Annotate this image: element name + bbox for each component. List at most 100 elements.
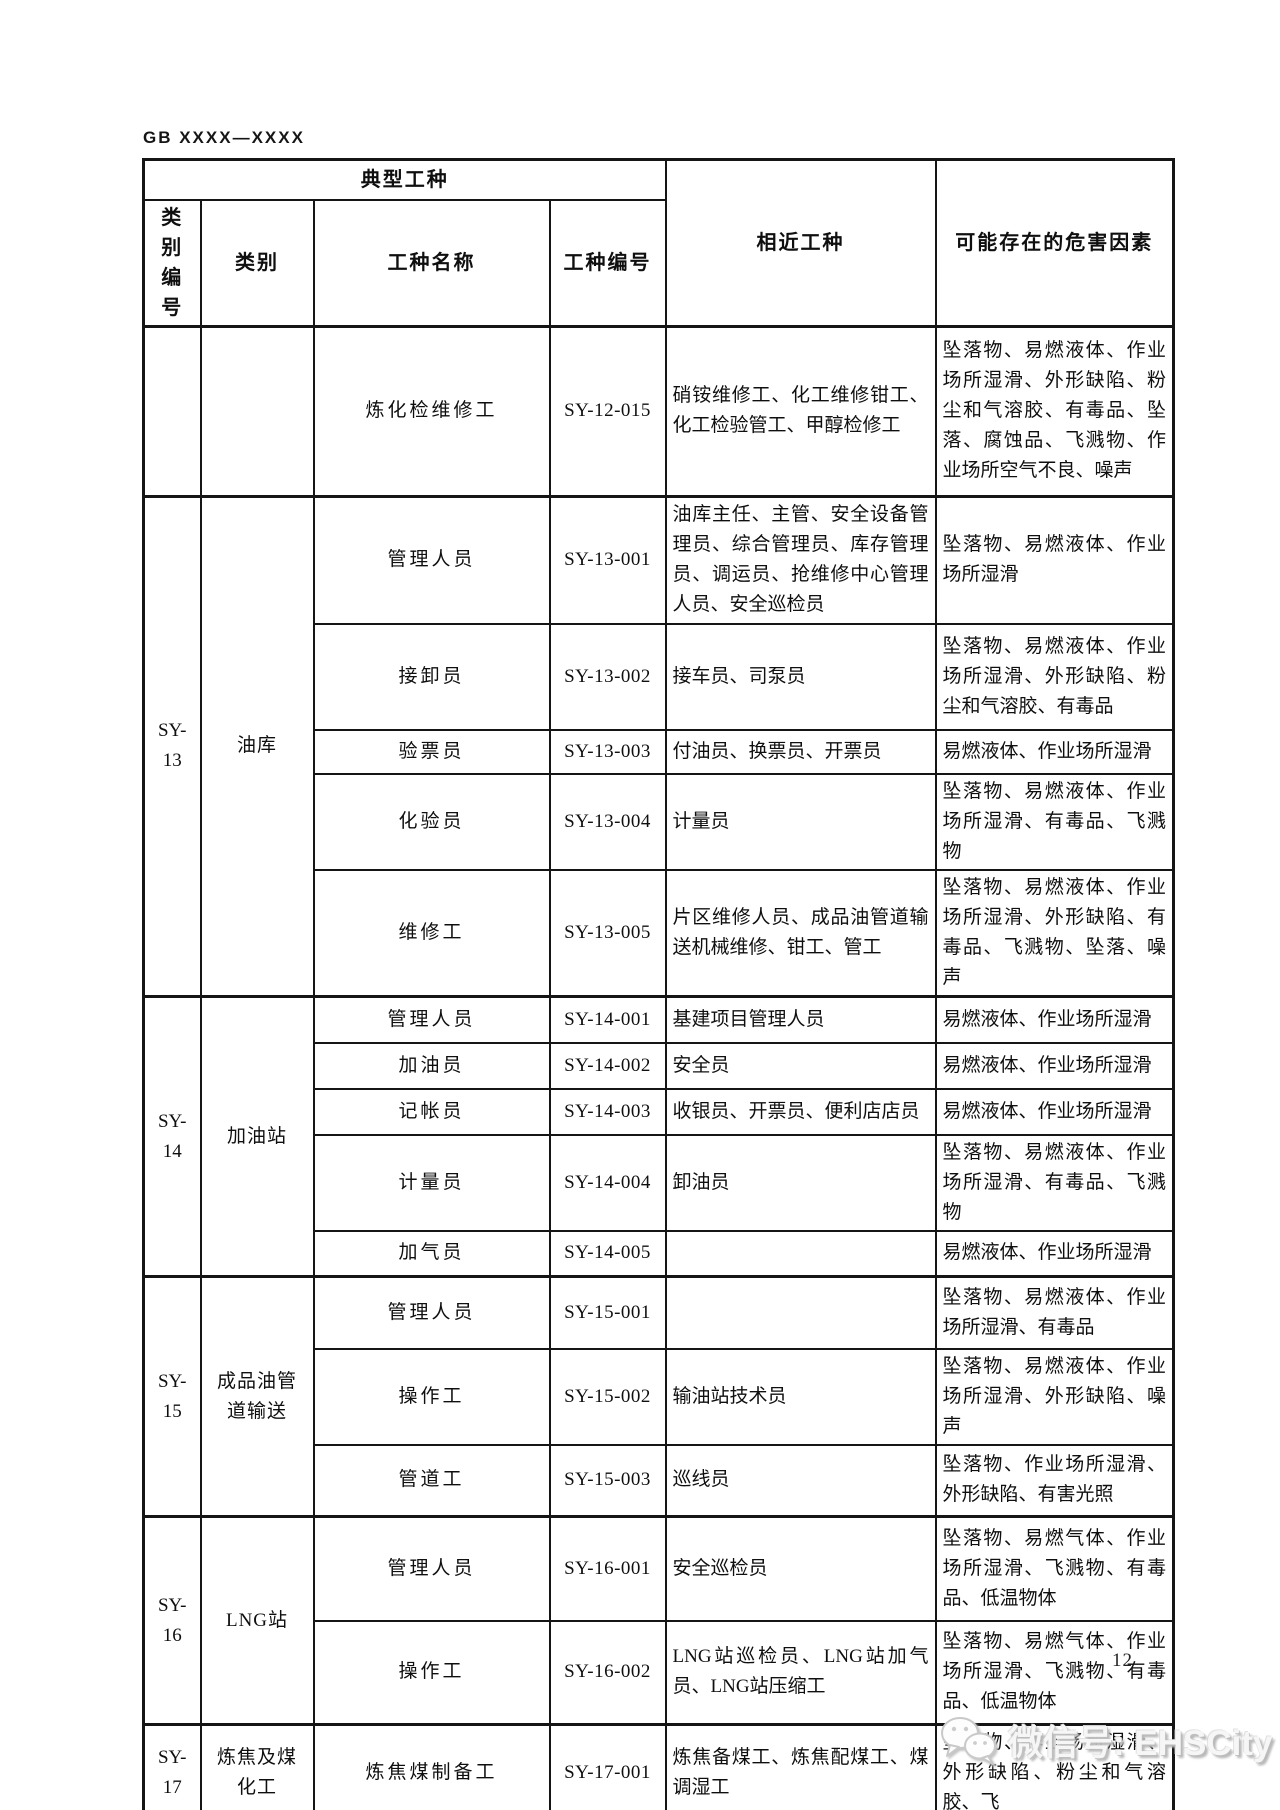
cell-job-code: SY-14-002 xyxy=(548,1041,667,1090)
cell-job-name: 管理人员 xyxy=(312,494,551,625)
cell-category-code: SY-13 xyxy=(142,494,202,998)
cell-category: LNG站 xyxy=(199,1515,315,1726)
cell-job-code: SY-14-005 xyxy=(548,1229,667,1278)
cell-similar-jobs xyxy=(664,1275,937,1350)
cell-similar-jobs: 计量员 xyxy=(664,773,937,871)
table-row: 计量员 SY-14-004 卸油员 坠落物、易燃液体、作业场所湿滑、有毒品、飞溅… xyxy=(144,1133,1175,1232)
table-row: SY-13 油库 管理人员 SY-13-001 油库主任、主管、安全设备管理员、… xyxy=(142,494,1175,998)
cell-job-name: 加油员 xyxy=(312,1041,551,1090)
cell-job-code: SY-14-003 xyxy=(548,1087,667,1136)
cell-category-code: SY-17 xyxy=(142,1723,202,1810)
cell-job-name: 加气员 xyxy=(312,1229,551,1278)
cell-job-name: 操作工 xyxy=(312,1347,551,1446)
cell-similar-jobs xyxy=(664,1229,937,1278)
cell-job-code: SY-16-001 xyxy=(548,1515,667,1622)
header-similar-jobs: 相近工种 xyxy=(664,158,937,327)
header-job-code: 工种编号 xyxy=(548,198,667,327)
cell-job-code: SY-13-004 xyxy=(548,773,667,871)
cell-hazards: 坠落物、易燃气体、作业场所湿滑、飞溅物、有毒品、低温物体 xyxy=(934,1619,1175,1726)
cell-job-code: SY-16-002 xyxy=(548,1619,667,1726)
cell-similar-jobs: 安全员 xyxy=(664,1041,937,1090)
cell-category-code: SY-14 xyxy=(142,995,202,1278)
cell-job-name: 操作工 xyxy=(312,1619,551,1726)
table-row: 操作工 SY-15-002 输油站技术员 坠落物、易燃液体、作业场所湿滑、外形缺… xyxy=(144,1347,1175,1446)
cell-job-name: 接卸员 xyxy=(312,623,551,731)
cell-job-code: SY-13-001 xyxy=(548,494,667,625)
cell-similar-jobs: 片区维修人员、成品油管道输送机械维修、钳工、管工 xyxy=(664,869,937,998)
cell-hazards: 坠落物、易燃气体、作业场所湿滑、飞溅物、有毒品、低温物体 xyxy=(934,1515,1175,1622)
cell-job-name: 管理人员 xyxy=(312,1515,551,1622)
cell-hazards: 坠落物、易燃液体、作业场所湿滑、外形缺陷、粉尘和气溶胶、有毒品 xyxy=(934,623,1175,731)
cell-category: 油库 xyxy=(199,494,315,998)
cell-category: 成品油管道输送 xyxy=(199,1275,315,1518)
cell-job-code: SY-15-002 xyxy=(548,1347,667,1446)
table-row: 验票员 SY-13-003 付油员、换票员、开票员 易燃液体、作业场所湿滑 xyxy=(144,729,1175,775)
cell-similar-jobs: 油库主任、主管、安全设备管理员、综合管理员、库存管理员、调运员、抢维修中心管理人… xyxy=(664,494,937,625)
cell-job-code: SY-12-015 xyxy=(548,324,667,497)
doc-code: GB XXXX—XXXX xyxy=(143,128,305,147)
header-category: 类别 xyxy=(199,198,315,327)
page-number: 12 xyxy=(1112,1650,1133,1671)
cell-job-code: SY-14-001 xyxy=(548,995,667,1044)
cell-similar-jobs: 收银员、开票员、便利店店员 xyxy=(664,1087,937,1136)
cell-hazards: 坠落物、易燃液体、作业场所湿滑、外形缺陷、噪声 xyxy=(934,1347,1175,1446)
cell-job-name: 验票员 xyxy=(312,729,551,775)
table-row: 加油员 SY-14-002 安全员 易燃液体、作业场所湿滑 xyxy=(144,1041,1175,1090)
cell-hazards: 坠落物、易燃液体、作业场所湿滑、外形缺陷、粉尘和气溶胶、有毒品、坠落、腐蚀品、飞… xyxy=(934,324,1175,497)
table-row: SY-14 加油站 管理人员 SY-14-001 基建项目管理人员 易燃液体、作… xyxy=(142,995,1175,1278)
cell-job-code: SY-13-005 xyxy=(548,869,667,998)
cell-job-name: 炼焦煤制备工 xyxy=(312,1723,551,1810)
cell-job-code: SY-15-003 xyxy=(548,1443,667,1518)
cell-job-name: 计量员 xyxy=(312,1133,551,1232)
table-row: SY-16 LNG站 管理人员 SY-16-001 安全巡检员 坠落物、易燃气体… xyxy=(142,1515,1175,1726)
cell-similar-jobs: 付油员、换票员、开票员 xyxy=(664,729,937,775)
cell-similar-jobs: 安全巡检员 xyxy=(664,1515,937,1622)
cell-hazards: 易燃液体、作业场所湿滑 xyxy=(934,995,1175,1044)
table-row: 加气员 SY-14-005 易燃液体、作业场所湿滑 xyxy=(144,1229,1175,1278)
cell-hazards: 易燃液体、作业场所湿滑 xyxy=(934,1229,1175,1278)
cell-hazards: 坠落物、易燃液体、作业场所湿滑 xyxy=(934,494,1175,625)
header-typical-jobs: 典型工种 xyxy=(142,158,667,201)
cell-job-name: 炼化检维修工 xyxy=(312,324,551,497)
cell-similar-jobs: 炼焦备煤工、炼焦配煤工、煤调湿工 xyxy=(664,1723,937,1810)
cell-similar-jobs: LNG站巡检员、LNG站加气员、LNG站压缩工 xyxy=(664,1619,937,1726)
table-row: 操作工 SY-16-002 LNG站巡检员、LNG站加气员、LNG站压缩工 坠落… xyxy=(144,1619,1175,1726)
cell-category-code: SY-16 xyxy=(142,1515,202,1726)
cell-hazards: 坠落物、易燃液体、作业场所湿滑、有毒品、飞溅物 xyxy=(934,1133,1175,1232)
wechat-watermark: 微信号: EHSCity xyxy=(938,1714,1272,1766)
cell-hazards: 坠落物、易燃液体、作业场所湿滑、外形缺陷、有毒品、飞溅物、坠落、噪声 xyxy=(934,869,1175,998)
cell-hazards: 坠落物、易燃液体、作业场所湿滑、有毒品、飞溅物 xyxy=(934,773,1175,871)
cell-similar-jobs: 接车员、司泵员 xyxy=(664,623,937,731)
cell-category xyxy=(199,324,315,497)
cell-job-code: SY-14-004 xyxy=(548,1133,667,1232)
cell-job-code: SY-13-003 xyxy=(548,729,667,775)
cell-category-code: SY-15 xyxy=(142,1275,202,1518)
table-row: SY-15 成品油管道输送 管理人员 SY-15-001 坠落物、易燃液体、作业… xyxy=(142,1275,1175,1518)
header-hazards: 可能存在的危害因素 xyxy=(934,158,1175,327)
cell-job-name: 管道工 xyxy=(312,1443,551,1518)
cell-similar-jobs: 硝铵维修工、化工维修钳工、化工检验管工、甲醇检修工 xyxy=(664,324,937,497)
table-row: 维修工 SY-13-005 片区维修人员、成品油管道输送机械维修、钳工、管工 坠… xyxy=(144,869,1175,998)
table-row: 接卸员 SY-13-002 接车员、司泵员 坠落物、易燃液体、作业场所湿滑、外形… xyxy=(144,623,1175,731)
cell-similar-jobs: 卸油员 xyxy=(664,1133,937,1232)
cell-job-name: 记帐员 xyxy=(312,1087,551,1136)
cell-job-name: 管理人员 xyxy=(312,1275,551,1350)
table-row: 炼化检维修工 SY-12-015 硝铵维修工、化工维修钳工、化工检验管工、甲醇检… xyxy=(142,324,1175,497)
cell-category: 加油站 xyxy=(199,995,315,1278)
table-row: 记帐员 SY-14-003 收银员、开票员、便利店店员 易燃液体、作业场所湿滑 xyxy=(144,1087,1175,1136)
table-row: 化验员 SY-13-004 计量员 坠落物、易燃液体、作业场所湿滑、有毒品、飞溅… xyxy=(144,773,1175,871)
wechat-icon xyxy=(941,1717,996,1765)
cell-category-code xyxy=(142,324,202,497)
cell-job-name: 维修工 xyxy=(312,869,551,998)
header-row-1: 典型工种 相近工种 可能存在的危害因素 xyxy=(142,158,1175,327)
cell-hazards: 坠落物、作业场所湿滑、外形缺陷、有害光照 xyxy=(934,1443,1175,1518)
wechat-watermark-label: 微信号: EHSCity xyxy=(1008,1723,1273,1763)
table-row: 管道工 SY-15-003 巡线员 坠落物、作业场所湿滑、外形缺陷、有害光照 xyxy=(144,1443,1175,1518)
header-job-name: 工种名称 xyxy=(312,198,551,327)
cell-hazards: 坠落物、易燃液体、作业场所湿滑、有毒品 xyxy=(934,1275,1175,1350)
cell-hazards: 易燃液体、作业场所湿滑 xyxy=(934,1041,1175,1090)
header-category-code: 类别编号 xyxy=(142,198,202,327)
cell-hazards: 易燃液体、作业场所湿滑 xyxy=(934,729,1175,775)
typical-jobs-table: 典型工种 相近工种 可能存在的危害因素 类别编号 类别 工种名称 工种编号 炼化… xyxy=(142,158,1175,1810)
